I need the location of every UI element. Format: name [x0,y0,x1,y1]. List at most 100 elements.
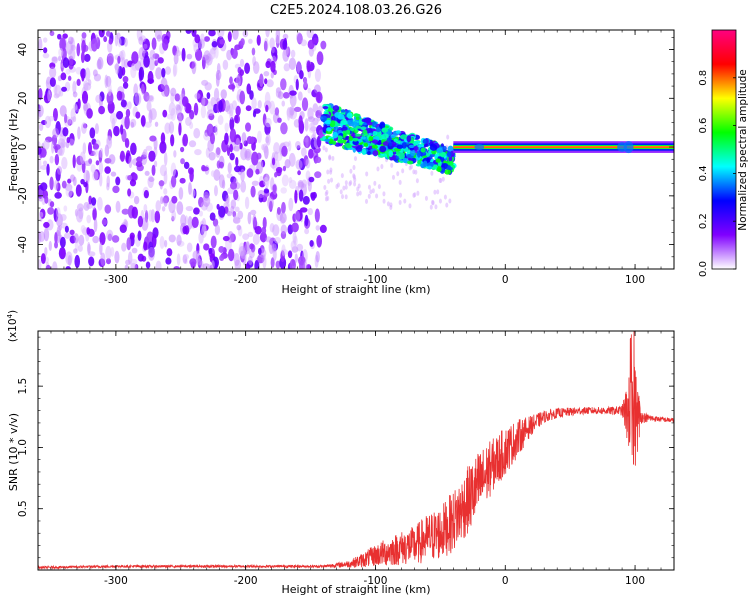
noise-speck [157,57,164,64]
noise-speck [163,170,168,185]
noise-speck [300,39,307,47]
noise-speck [296,60,302,74]
noise-speck [277,117,282,123]
noise-speck [148,56,156,71]
noise-speck [220,89,227,100]
noise-speck [258,159,264,174]
noise-speck [121,208,130,215]
signal-speck [346,119,354,125]
noise-speck [213,87,220,102]
noise-speck [414,169,418,175]
noise-speck [249,243,254,250]
noise-speck [218,205,226,218]
noise-speck [145,145,153,151]
noise-speck [251,180,259,186]
noise-speck [49,201,55,208]
noise-speck [224,122,229,133]
noise-speck [77,98,81,110]
noise-speck [245,240,250,252]
noise-speck [288,57,297,70]
noise-speck [275,260,281,269]
noise-speck [159,236,165,249]
noise-speck [213,169,221,181]
noise-speck [235,105,241,116]
noise-speck [307,87,311,94]
signal-speck [366,127,373,134]
noise-speck [399,192,403,198]
signal-speck [447,145,454,153]
noise-speck [309,240,314,247]
noise-speck [59,37,66,52]
noise-speck [251,97,257,110]
noise-speck [185,116,192,126]
y-tick-label: 0.5 [17,500,29,517]
noise-speck [306,60,311,73]
noise-speck [256,34,261,46]
noise-speck [160,132,166,145]
noise-speck [261,226,267,235]
noise-speck [263,37,269,52]
noise-speck [120,124,124,135]
noise-speck [54,179,59,191]
noise-speck [264,117,272,128]
noise-speck [120,99,127,108]
noise-speck [151,233,157,248]
noise-speck [149,135,157,142]
noise-speck [155,200,162,212]
noise-speck [191,30,197,38]
noise-speck [159,140,167,154]
noise-speck [391,174,395,180]
spectrogram-y-axis-label: Frequency (Hz) [7,109,20,192]
noise-speck [107,52,115,66]
noise-speck [77,126,81,140]
noise-speck [124,264,129,269]
noise-speck [272,224,280,237]
signal-speck [407,160,414,165]
noise-speck [135,111,141,119]
noise-speck [154,121,159,127]
noise-speck [122,76,129,83]
signal-speck [447,160,454,166]
noise-speck [296,243,304,252]
noise-speck [48,115,55,122]
noise-speck [81,90,89,104]
noise-speck [233,215,239,224]
noise-speck [125,259,131,266]
noise-speck [135,161,143,168]
noise-speck [408,203,412,209]
spectrogram-x-axis: -300 -200 -100 0 100 [37,30,675,286]
noise-speck [238,245,246,257]
x-tick-label: 100 [625,575,645,587]
noise-speck [390,162,394,168]
noise-speck [173,265,181,269]
noise-speck [151,164,156,176]
signal-speck [322,126,327,131]
noise-speck [307,208,313,216]
signal-speck [396,144,404,149]
noise-speck [54,191,62,199]
noise-speck [202,194,211,207]
noise-speck [180,214,187,228]
snr-series-line [38,331,674,570]
noise-speck [168,234,176,243]
noise-speck [293,106,302,113]
noise-speck [143,190,149,199]
signal-speck [408,144,415,149]
noise-speck [148,176,155,182]
noise-speck [429,204,433,210]
noise-speck [304,118,309,132]
noise-speck [65,266,71,269]
noise-speck [358,190,362,196]
noise-speck [147,70,154,85]
noise-speck [127,101,132,110]
noise-speck [181,96,189,107]
y-tick-label: 1.0 [17,439,29,456]
noise-speck [193,127,201,139]
noise-speck [111,235,120,243]
noise-speck [106,136,113,149]
noise-speck [234,114,239,124]
signal-speck [326,127,332,132]
noise-speck [310,192,316,201]
noise-speck [106,229,114,241]
